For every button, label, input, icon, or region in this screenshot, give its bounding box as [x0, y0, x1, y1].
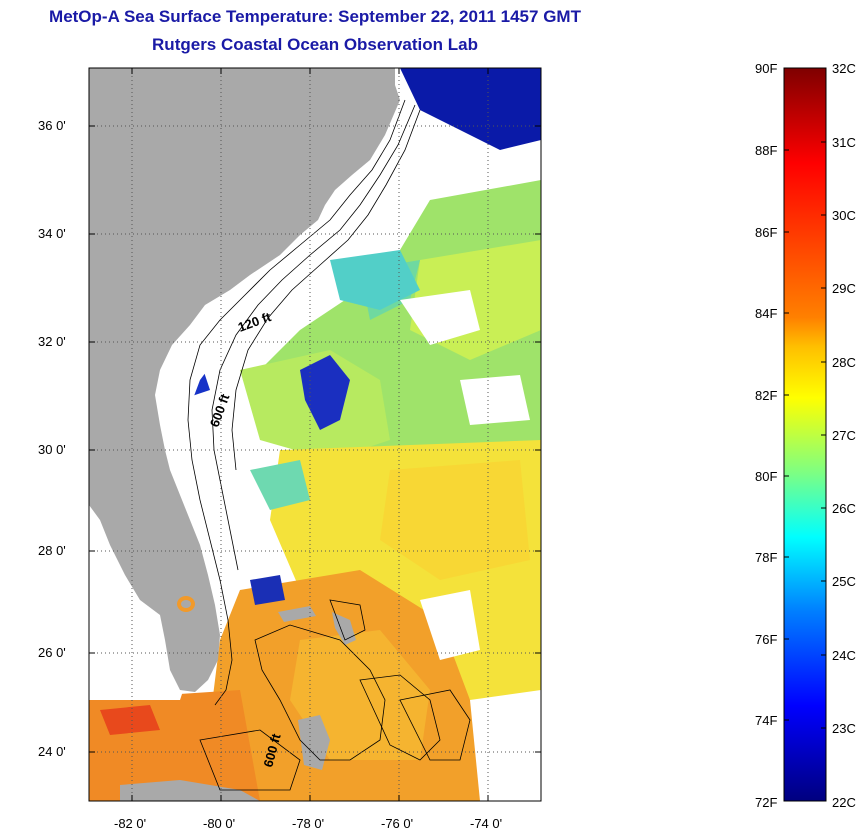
colorbar-label-31c: 31C	[832, 135, 856, 150]
colorbar-label-27c: 27C	[832, 428, 856, 443]
colorbar-label-24c: 24C	[832, 648, 856, 663]
colorbar-label-76f: 76F	[755, 632, 778, 647]
lon-label-82: -82 0'	[114, 816, 147, 831]
colorbar-label-90f: 90F	[755, 61, 778, 76]
land-cuba	[120, 780, 260, 801]
colorbar-label-26c: 26C	[832, 501, 856, 516]
colorbar-label-84f: 84F	[755, 306, 778, 321]
colorbar-label-29c: 29C	[832, 281, 856, 296]
colorbar-label-28c: 28C	[832, 355, 856, 370]
lon-label-74: -74 0'	[470, 816, 503, 831]
colorbar-label-30c: 30C	[832, 208, 856, 223]
graticule	[89, 68, 541, 801]
colorbar-label-23c: 23C	[832, 721, 856, 736]
colorbar-label-25c: 25C	[832, 574, 856, 589]
lat-label-28: 28 0'	[38, 543, 66, 558]
lat-label-32: 32 0'	[38, 334, 66, 349]
colorbar-label-86f: 86F	[755, 225, 778, 240]
lat-label-30: 30 0'	[38, 442, 66, 457]
colorbar-gradient	[783, 67, 827, 802]
lat-label-36: 36 0'	[38, 118, 66, 133]
lat-label-24: 24 0'	[38, 744, 66, 759]
colorbar-label-32c: 32C	[832, 61, 856, 76]
lon-label-76: -76 0'	[381, 816, 414, 831]
sst-cyan-band	[250, 250, 420, 510]
land-andros	[298, 715, 330, 770]
map-frame	[88, 67, 542, 802]
colorbar-ticks	[784, 141, 826, 729]
colorbar-label-22c: 22C	[832, 795, 856, 810]
lat-label-34: 34 0'	[38, 226, 66, 241]
lon-label-80: -80 0'	[203, 816, 236, 831]
colorbar-label-72f: 72F	[755, 795, 778, 810]
lon-label-78: -78 0'	[292, 816, 325, 831]
land-grand-bahama	[278, 606, 316, 622]
map-ticks	[89, 68, 541, 801]
colorbar-label-74f: 74F	[755, 713, 778, 728]
map-title: MetOp-A Sea Surface Temperature: Septemb…	[49, 7, 581, 26]
isobath-contours	[187, 99, 471, 791]
lat-label-26: 26 0'	[38, 645, 66, 660]
colorbar-label-78f: 78F	[755, 550, 778, 565]
colorbar-label-88f: 88F	[755, 143, 778, 158]
map-area: 120 ft 600 ft 600 ft	[89, 68, 541, 801]
colorbar-label-80f: 80F	[755, 469, 778, 484]
colorbar-label-82f: 82F	[755, 388, 778, 403]
land-us-southeast	[89, 68, 400, 692]
map-subtitle: Rutgers Coastal Ocean Observation Lab	[152, 35, 478, 54]
